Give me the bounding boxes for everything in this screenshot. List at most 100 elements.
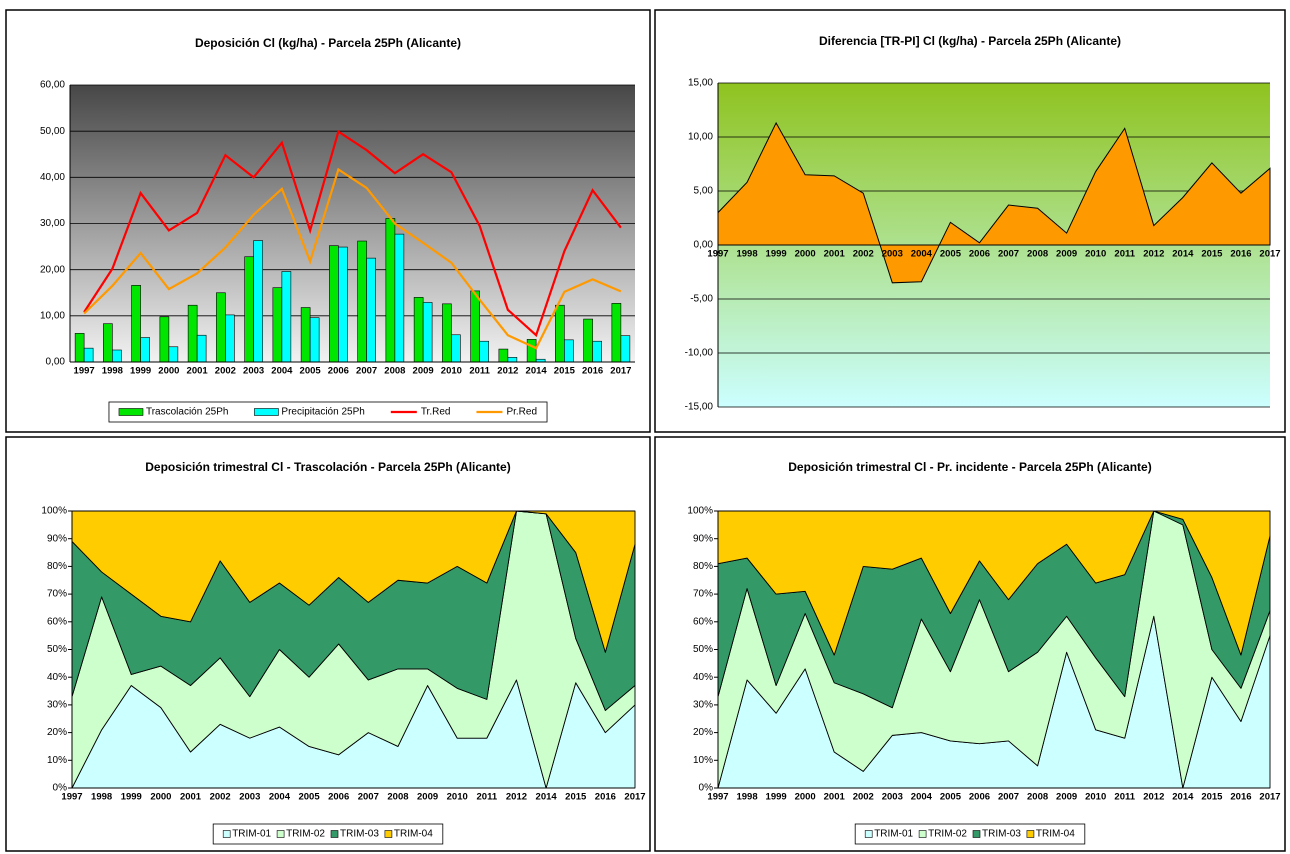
bar (216, 292, 226, 363)
bar (338, 246, 348, 363)
legend-label: TRIM-04 (1036, 829, 1075, 840)
x-tick-label: 2010 (1085, 249, 1106, 260)
x-tick-label: 2002 (853, 249, 874, 260)
bar (479, 340, 489, 363)
legend-item: Trascolación 25Ph (118, 407, 228, 418)
x-tick-label: 2015 (1201, 792, 1223, 803)
legend: TRIM-01 TRIM-02 TRIM-03 TRIM-04 (212, 823, 444, 845)
x-tick-label: 2001 (824, 792, 846, 803)
legend-label: TRIM-01 (232, 829, 271, 840)
x-tick-label: 2000 (150, 792, 171, 803)
x-tick-label: 2006 (328, 366, 349, 377)
bar (244, 256, 254, 363)
x-tick-label: 1999 (766, 249, 787, 260)
y-tick-label: 15,00 (688, 78, 713, 89)
y-tick-label: 20% (693, 727, 713, 738)
x-tick-label: 2008 (1027, 249, 1048, 260)
legend-label: TRIM-04 (394, 829, 433, 840)
y-tick-label: 40% (47, 672, 67, 683)
legend-item: TRIM-02 (918, 829, 967, 840)
legend-label: Tr.Red (421, 407, 451, 418)
y-tick-label: 0,00 (46, 357, 66, 368)
plot-marks (71, 510, 636, 789)
legend-item: TRIM-01 (222, 829, 272, 840)
chart-title: Deposición Cl (kg/ha) - Parcela 25Ph (Al… (195, 36, 461, 50)
y-tick-label: 10,00 (40, 310, 65, 321)
y-tick-label: -5,00 (690, 294, 713, 305)
x-tick-label: 2006 (969, 249, 990, 260)
y-tick-label: 40% (693, 672, 713, 683)
bar (507, 357, 518, 363)
x-tick-label: 2008 (384, 366, 405, 377)
x-tick-label: 2005 (940, 792, 962, 803)
bar (140, 337, 150, 363)
x-tick-label: 1999 (766, 792, 787, 803)
legend-item: TRIM-04 (384, 829, 433, 840)
legend-item: Pr.Red (476, 407, 537, 418)
bar (103, 323, 113, 363)
legend-marker (1026, 830, 1035, 838)
legend-item: TRIM-03 (972, 829, 1021, 840)
x-tick-label: 2008 (387, 792, 408, 803)
plot-marks (74, 129, 631, 363)
x-tick-label: 2007 (998, 249, 1019, 260)
bar (131, 285, 141, 363)
x-tick-label: 2011 (477, 792, 498, 803)
legend-box (108, 401, 548, 423)
bar (611, 303, 622, 363)
legend-label: Trascolación 25Ph (146, 407, 228, 418)
legend-box (212, 823, 444, 845)
legend-item: Precipitación 25Ph (254, 407, 365, 418)
chart-title: Deposición trimestral Cl - Trascolación … (145, 460, 510, 474)
legend-marker (276, 830, 285, 838)
x-tick-label: 2017 (624, 792, 645, 803)
bar (281, 271, 292, 363)
x-tick-label: 2012 (506, 792, 527, 803)
plot-marks (717, 121, 1271, 284)
y-tick-label: 0,00 (694, 240, 714, 251)
x-tick-label: 2010 (447, 792, 468, 803)
x-tick-label: 1997 (74, 366, 95, 377)
y-tick-label: 30% (47, 700, 67, 711)
x-tick-label: 2006 (328, 792, 349, 803)
bar (253, 240, 263, 363)
bar (526, 339, 537, 363)
chart-title: Deposición trimestral Cl - Pr. incidente… (788, 460, 1151, 474)
bar (442, 303, 452, 363)
x-tick-label: 2017 (610, 366, 631, 377)
x-tick-label: 2009 (417, 792, 438, 803)
legend-marker (972, 830, 981, 838)
bar (422, 302, 433, 363)
legend-marker (222, 830, 231, 838)
legend-item: TRIM-02 (276, 829, 325, 840)
x-tick-label: 2014 (1172, 792, 1194, 803)
x-tick-label: 2014 (536, 792, 558, 803)
bar (498, 348, 509, 363)
y-tick-label: 0% (53, 783, 68, 794)
bar (74, 333, 85, 363)
x-tick-label: 2002 (853, 792, 874, 803)
bar (159, 316, 170, 363)
x-tick-label: 2004 (911, 792, 933, 803)
x-tick-label: 2000 (795, 249, 816, 260)
y-tick-label: 80% (47, 561, 67, 572)
legend-label: TRIM-02 (286, 829, 325, 840)
bar (357, 240, 367, 363)
x-tick-label: 2011 (1114, 792, 1135, 803)
bar (385, 218, 396, 363)
legend-box (854, 823, 1086, 845)
x-tick-label: 2005 (298, 792, 320, 803)
x-tick-label: 2003 (239, 792, 260, 803)
x-tick-label: 2008 (1027, 792, 1048, 803)
bar (196, 334, 207, 363)
legend-item: Tr.Red (390, 407, 451, 418)
x-tick-label: 2011 (1114, 249, 1135, 260)
line (83, 167, 622, 350)
x-tick-label: 2003 (243, 366, 264, 377)
y-tick-label: 70% (693, 589, 713, 600)
y-tick-label: 5,00 (694, 186, 714, 197)
x-tick-label: 1998 (736, 792, 757, 803)
x-tick-label: 1997 (707, 792, 728, 803)
x-tick-label: 2000 (158, 366, 179, 377)
